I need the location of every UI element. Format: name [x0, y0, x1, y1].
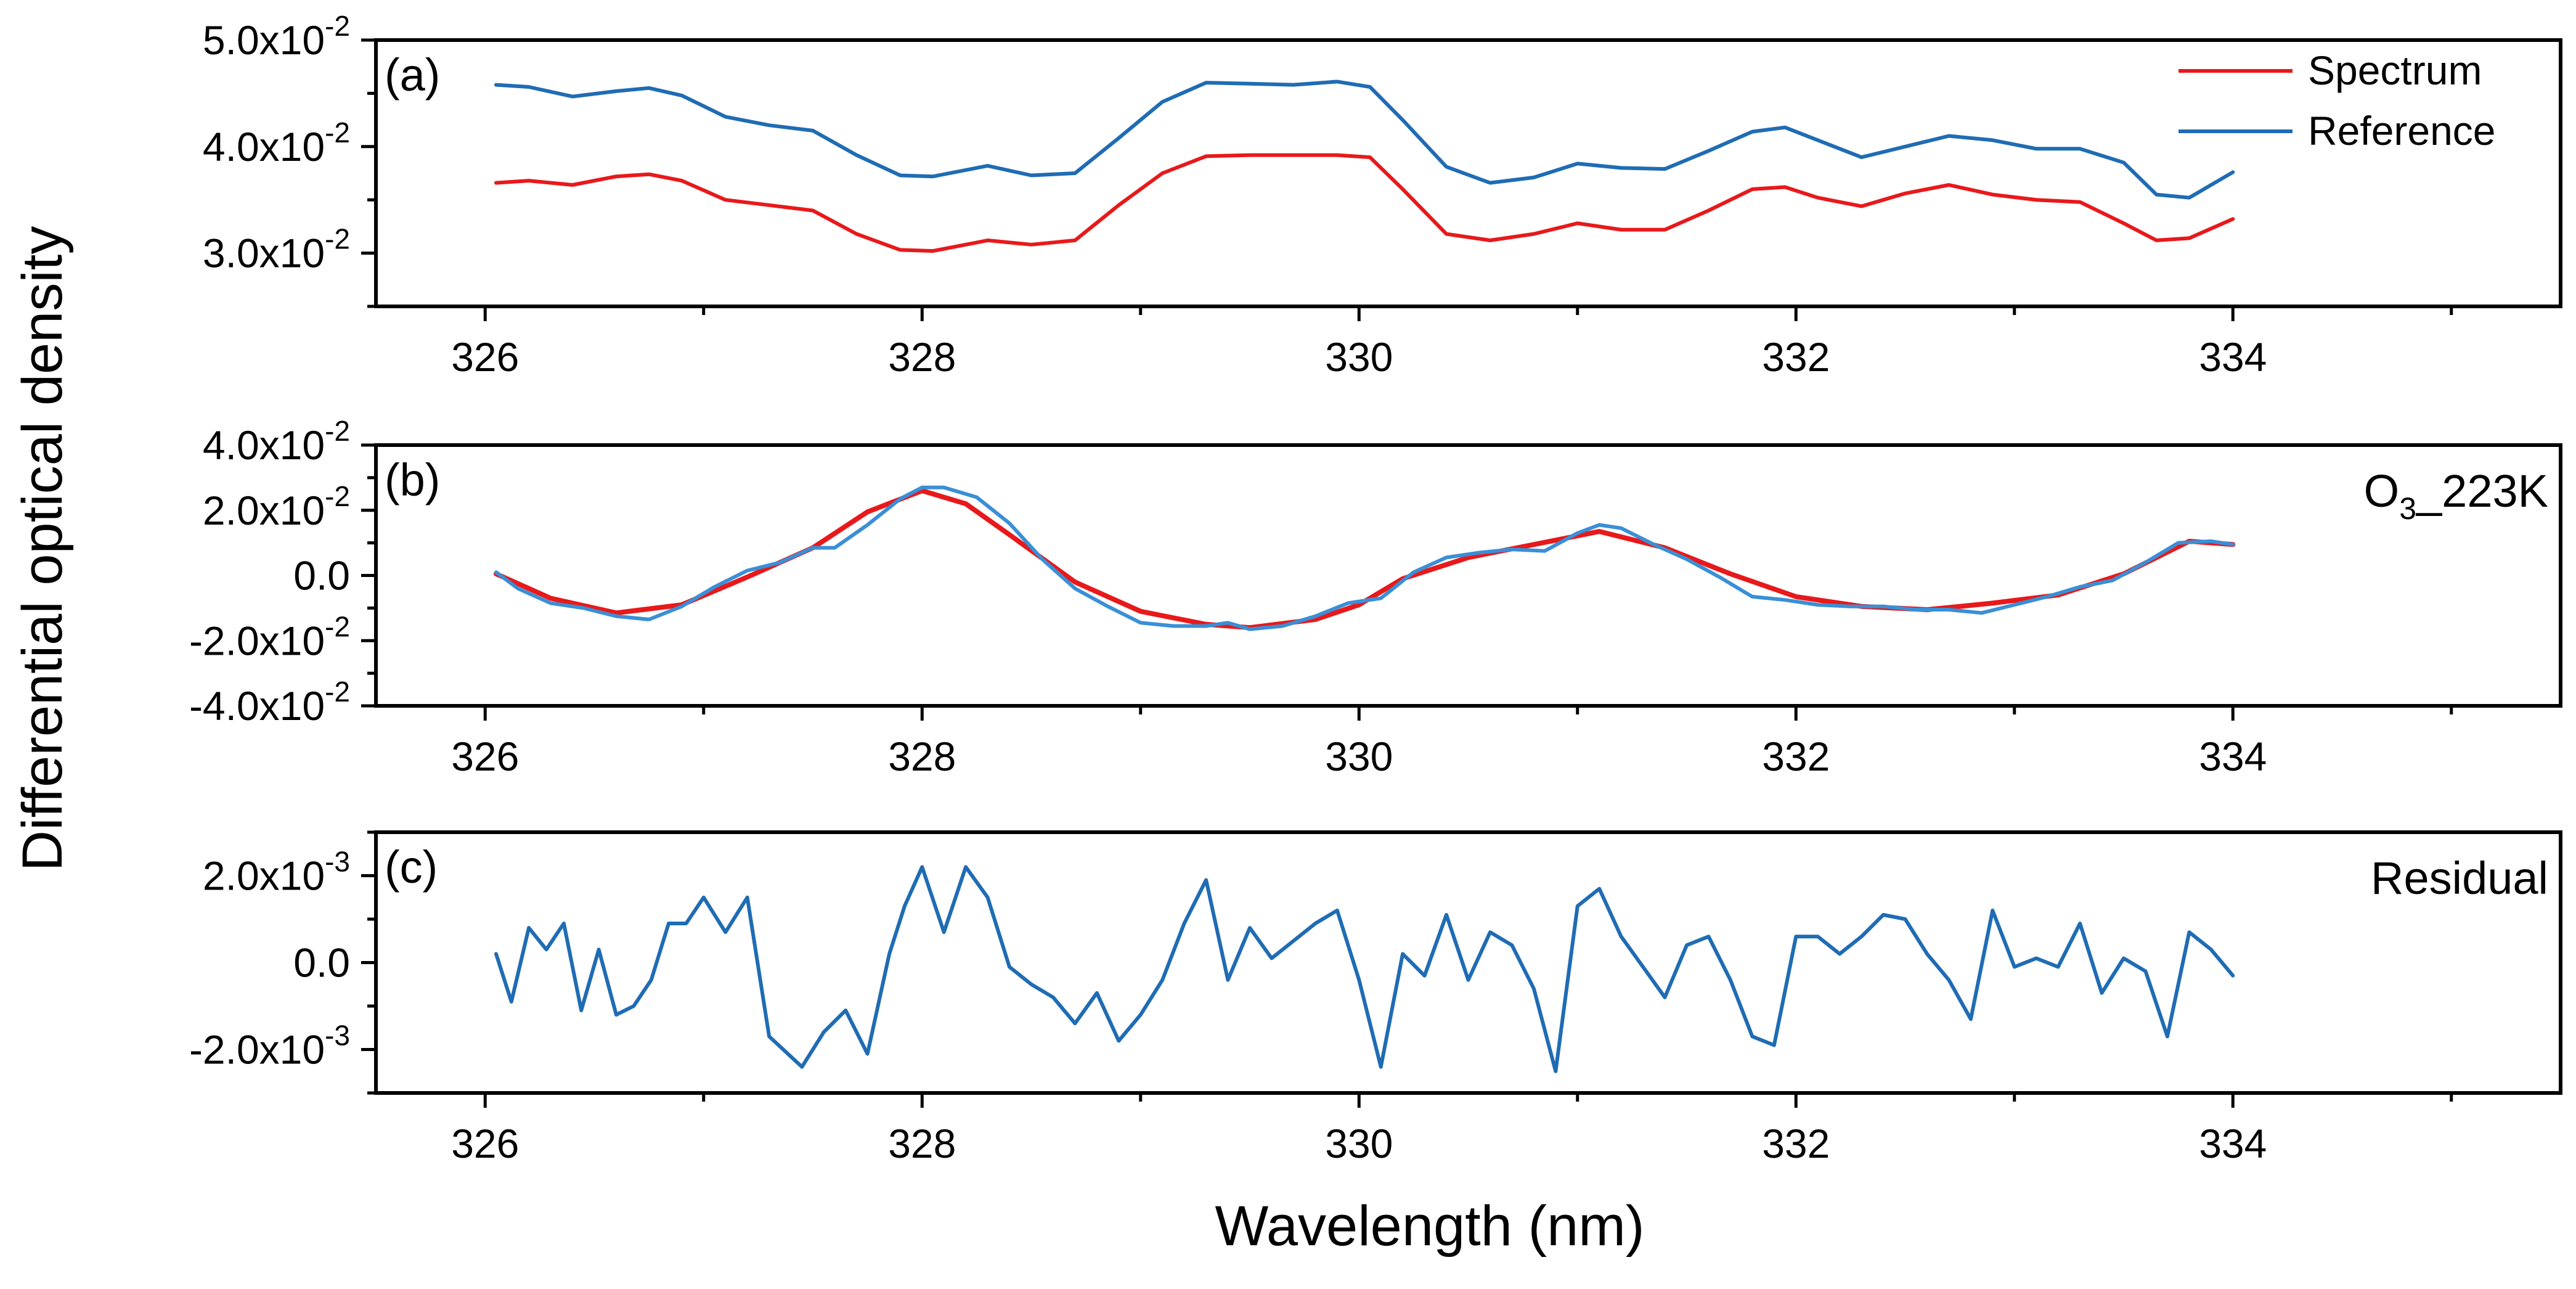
legend-label-spectrum: Spectrum	[2308, 47, 2482, 93]
y-tick-label: 0.0	[293, 553, 350, 599]
x-tick-label: 332	[1762, 1121, 1830, 1166]
y-tick-mantissa: -2.0x10	[189, 618, 325, 663]
x-tick-label: 334	[2199, 734, 2267, 779]
y-tick-mantissa: -4.0x10	[189, 683, 325, 729]
series-line-measured	[494, 485, 2235, 631]
panel-tag: (c)	[385, 841, 438, 893]
panel-title: Residual	[2371, 853, 2548, 904]
x-tick-label: 326	[451, 734, 519, 779]
y-tick-exponent: -2	[325, 117, 350, 149]
y-tick-exponent: -3	[325, 846, 350, 878]
y-tick-exponent: -2	[325, 415, 350, 447]
panel-title-rest: _223K	[2415, 465, 2548, 517]
y-tick-label: 4.0x10-2	[203, 117, 350, 170]
x-tick-label: 328	[888, 734, 956, 779]
y-tick-exponent: -2	[325, 676, 350, 708]
panel-tag: (b)	[385, 454, 440, 505]
panel-title-main: O	[2364, 465, 2400, 517]
x-tick-label: 328	[888, 334, 956, 380]
plot-frame	[374, 830, 2562, 1095]
panel-tag: (a)	[385, 49, 440, 100]
y-tick-mantissa: 0.0	[293, 553, 350, 599]
y-tick-exponent: -2	[325, 480, 350, 512]
y-tick-label: 5.0x10-2	[203, 10, 350, 63]
x-tick-label: 326	[451, 1121, 519, 1166]
x-tick-label: 328	[888, 1121, 956, 1166]
y-tick-mantissa: 5.0x10	[203, 17, 325, 63]
plot-frame	[374, 443, 2562, 708]
y-tick-label: 0.0	[293, 940, 350, 986]
y-tick-mantissa: 0.0	[293, 940, 350, 986]
series-line-fit	[494, 488, 2236, 631]
y-tick-mantissa: -2.0x10	[189, 1027, 325, 1073]
y-tick-exponent: -2	[325, 610, 350, 642]
y-tick-mantissa: 4.0x10	[203, 422, 325, 468]
x-tick-label: 326	[451, 334, 519, 380]
plot-frame	[374, 38, 2562, 308]
y-tick-label: -4.0x10-2	[189, 676, 350, 729]
panel-a: 326 328 330 332 3343.0x10-24.0x10-25.0x10-2(…	[203, 10, 2562, 380]
series-line-residual	[494, 865, 2235, 1073]
y-tick-mantissa: 4.0x10	[203, 124, 325, 170]
x-tick-label: 330	[1325, 334, 1393, 380]
y-tick-label: 2.0x10-3	[203, 846, 350, 899]
x-axis-title: Wavelength (nm)	[1215, 1195, 1644, 1258]
y-tick-label: 2.0x10-2	[203, 480, 350, 533]
y-tick-exponent: -2	[325, 223, 350, 255]
y-tick-exponent: -2	[325, 10, 350, 42]
x-tick-label: 334	[2199, 1121, 2267, 1166]
panel-b: 326 328 330 332 334-4.0x10-2-2.0x10-20.02.0x…	[189, 415, 2562, 779]
x-tick-label: 330	[1325, 734, 1393, 779]
y-tick-exponent: -3	[325, 1020, 350, 1052]
y-tick-label: 3.0x10-2	[203, 223, 350, 276]
y-tick-mantissa: 3.0x10	[203, 231, 325, 276]
y-axis-title: Differential optical density	[11, 226, 74, 872]
x-tick-label: 332	[1762, 734, 1830, 779]
y-tick-label: -2.0x10-2	[189, 610, 350, 663]
x-tick-label: 332	[1762, 334, 1830, 380]
y-tick-label: -2.0x10-3	[189, 1020, 350, 1073]
series-line-spectrum	[494, 153, 2235, 253]
x-tick-label: 330	[1325, 1121, 1393, 1166]
series-line-reference	[494, 80, 2235, 200]
y-tick-label: 4.0x10-2	[203, 415, 350, 468]
x-tick-label: 334	[2199, 334, 2267, 380]
y-tick-mantissa: 2.0x10	[203, 488, 325, 533]
legend-label-reference: Reference	[2308, 108, 2496, 153]
panel-title: O3_223K	[2364, 465, 2548, 526]
panel-title-subscript: 3	[2399, 491, 2416, 526]
panel-c: 326 328 330 332 334-2.0x10-30.02.0x10-3 (c) Re…	[189, 830, 2562, 1166]
y-tick-mantissa: 2.0x10	[203, 853, 325, 899]
